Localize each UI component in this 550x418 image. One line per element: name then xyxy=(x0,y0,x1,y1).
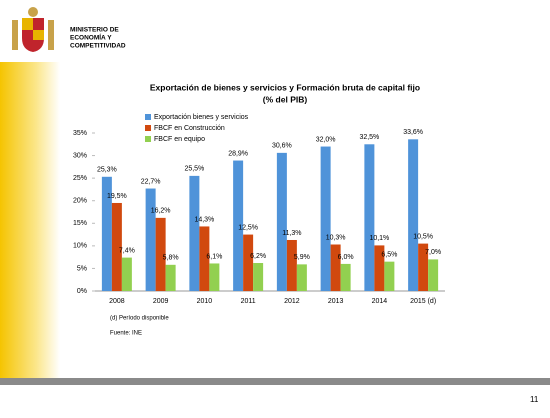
bar xyxy=(374,245,385,291)
x-tick-label: 2010 xyxy=(197,298,213,305)
data-label: 32,5% xyxy=(359,134,379,141)
x-tick-label: 2008 xyxy=(109,298,125,305)
legend-label: FBCF en Construcción xyxy=(154,125,225,132)
y-tick-label: 30% xyxy=(73,152,87,159)
data-label: 25,5% xyxy=(184,166,204,173)
page-number: 11 xyxy=(530,395,539,404)
ministry-line: MINISTERIO DE xyxy=(70,27,119,34)
bar xyxy=(384,261,395,291)
ministry-line: COMPETITIVIDAD xyxy=(70,43,126,50)
y-tick-label: 20% xyxy=(73,198,87,205)
chart-subtitle: (% del PIB) xyxy=(263,94,308,104)
x-tick-label: 2014 xyxy=(372,298,388,305)
bar xyxy=(189,175,200,291)
data-label: 16,2% xyxy=(151,208,171,215)
y-tick-label: 10% xyxy=(73,243,87,250)
legend-swatch xyxy=(145,114,151,120)
bar xyxy=(408,139,419,291)
bar xyxy=(320,146,331,291)
y-tick-label: 25% xyxy=(73,175,87,182)
ministry-line: ECONOMÍA Y xyxy=(70,33,112,42)
data-label: 5,8% xyxy=(163,255,179,262)
data-label: 25,3% xyxy=(97,167,117,174)
bar xyxy=(199,226,210,291)
data-label: 32,0% xyxy=(316,136,336,143)
bar xyxy=(111,202,122,291)
data-label: 5,9% xyxy=(294,254,310,261)
data-label: 30,6% xyxy=(272,143,292,150)
data-label: 22,7% xyxy=(141,178,161,185)
y-tick-label: 0% xyxy=(77,288,87,295)
bar xyxy=(364,144,375,291)
y-tick-label: 15% xyxy=(73,220,87,227)
data-label: 6,1% xyxy=(206,253,222,260)
bar xyxy=(165,264,176,291)
bar xyxy=(286,239,297,291)
legend-swatch xyxy=(145,125,151,131)
data-label: 6,0% xyxy=(338,254,354,261)
footnote: Fuente: INE xyxy=(110,331,142,337)
x-tick-label: 2011 xyxy=(241,298,256,305)
y-tick-label: 5% xyxy=(77,265,87,272)
data-label: 33,6% xyxy=(403,129,423,136)
data-label: 14,3% xyxy=(194,216,214,223)
bar xyxy=(243,234,254,291)
chart-title: Exportación de bienes y servicios y Form… xyxy=(150,82,420,92)
data-label: 11,3% xyxy=(282,230,301,237)
bar xyxy=(121,257,132,291)
data-label: 10,3% xyxy=(326,234,346,241)
bar xyxy=(253,263,264,291)
bar xyxy=(340,263,351,291)
x-tick-label: 2013 xyxy=(328,298,344,305)
footer-bar xyxy=(0,378,550,385)
bar xyxy=(428,259,439,291)
side-strip xyxy=(0,0,60,385)
data-label: 28,9% xyxy=(228,150,248,157)
bar xyxy=(418,243,429,291)
x-tick-label: 2009 xyxy=(153,298,169,305)
data-label: 7,0% xyxy=(425,249,441,256)
data-label: 19,5% xyxy=(107,193,127,200)
y-tick-label: 35% xyxy=(73,130,87,137)
bar xyxy=(233,160,244,291)
data-label: 6,2% xyxy=(250,253,266,260)
data-label: 6,5% xyxy=(381,252,397,259)
logo xyxy=(12,7,54,52)
bar xyxy=(145,188,156,291)
x-tick-label: 2015 (d) xyxy=(410,298,436,305)
footnote: (d) Período disponible xyxy=(110,316,169,322)
bar xyxy=(330,244,341,291)
bar xyxy=(155,217,166,291)
data-label: 7,4% xyxy=(119,247,135,254)
legend-swatch xyxy=(145,136,151,142)
legend-label: Exportación bienes y servicios xyxy=(154,114,249,121)
x-tick-label: 2012 xyxy=(284,298,300,305)
bar xyxy=(276,152,287,291)
bar xyxy=(209,263,220,291)
bar xyxy=(296,264,307,291)
data-label: 12,5% xyxy=(238,224,258,231)
data-label: 10,5% xyxy=(413,233,433,240)
bar xyxy=(101,176,112,291)
data-label: 10,1% xyxy=(369,235,389,242)
legend-label: FBCF en equipo xyxy=(154,136,205,143)
